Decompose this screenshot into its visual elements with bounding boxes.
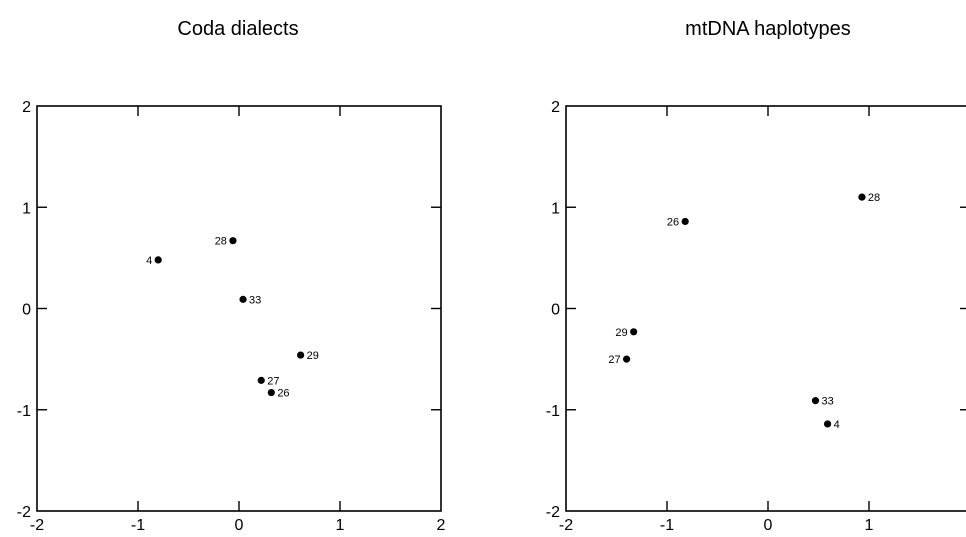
- x-tick-label: -1: [660, 517, 674, 534]
- data-point-26: [681, 217, 689, 226]
- data-point-27: [257, 376, 265, 384]
- x-tick-label: 1: [865, 517, 874, 534]
- plot-frame: [565, 105, 966, 512]
- data-point-27: [623, 355, 631, 363]
- x-tick-label: 0: [235, 517, 244, 534]
- y-tick-label: 1: [551, 200, 560, 217]
- plot-frame: [36, 105, 442, 512]
- chart-title: Coda dialects: [177, 18, 298, 40]
- y-tick-label: -2: [17, 504, 31, 521]
- point-label-33: 33: [249, 294, 261, 306]
- y-tick-label: -1: [546, 403, 560, 420]
- point-label-26: 26: [667, 216, 679, 228]
- data-point-28: [858, 193, 866, 201]
- point-label-28: 28: [215, 236, 227, 248]
- point-label-27: 27: [267, 375, 279, 387]
- y-tick-label: -2: [546, 504, 560, 521]
- y-tick-label: 2: [22, 99, 31, 116]
- point-label-26: 26: [277, 388, 289, 400]
- data-point-33: [239, 295, 247, 303]
- data-point-28: [229, 237, 237, 245]
- x-tick-label: -1: [131, 517, 145, 534]
- data-point-4: [154, 256, 162, 264]
- y-tick-label: 1: [22, 200, 31, 217]
- y-tick-label: 2: [551, 99, 560, 116]
- y-tick-label: 0: [551, 302, 560, 319]
- point-label-28: 28: [868, 192, 880, 204]
- y-tick-label: -1: [17, 403, 31, 420]
- data-point-29: [630, 328, 638, 336]
- x-tick-label: 1: [336, 517, 345, 534]
- x-tick-label: -2: [559, 517, 573, 534]
- point-label-33: 33: [821, 396, 833, 408]
- data-point-4: [823, 420, 832, 428]
- chart-panel-2: mtDNA haplotypes-2-1012210-1-22826292733…: [546, 18, 966, 534]
- data-point-29: [297, 351, 305, 359]
- data-point-26: [267, 388, 275, 397]
- point-label-27: 27: [608, 354, 620, 366]
- point-label-29: 29: [307, 350, 319, 362]
- x-tick-label: 2: [437, 517, 446, 534]
- point-label-29: 29: [615, 327, 627, 339]
- point-label-4: 4: [146, 255, 152, 267]
- y-tick-label: 0: [22, 302, 31, 319]
- x-tick-label: -2: [30, 517, 44, 534]
- x-tick-label: 0: [764, 517, 773, 534]
- point-label-4: 4: [834, 419, 840, 431]
- data-point-33: [811, 397, 820, 405]
- chart-title: mtDNA haplotypes: [685, 18, 851, 40]
